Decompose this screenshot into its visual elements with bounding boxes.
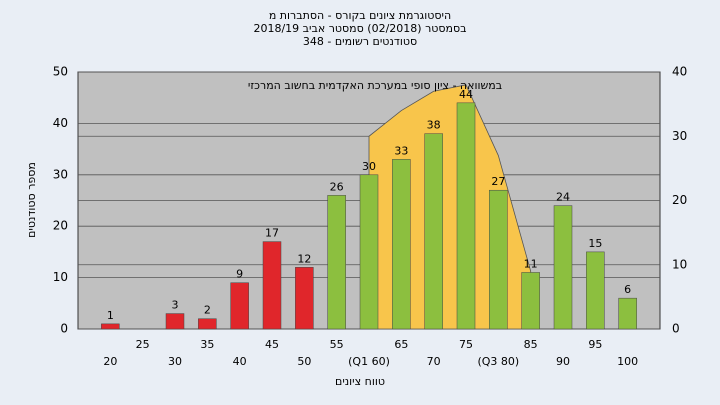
y-tick-label: 30 bbox=[53, 167, 68, 181]
x-tick-label: 25 bbox=[136, 338, 150, 351]
data-label: 1 bbox=[107, 309, 114, 322]
data-label: 17 bbox=[265, 227, 279, 240]
bar bbox=[618, 297, 637, 330]
y-tick-label: 10 bbox=[53, 270, 68, 284]
data-label: 12 bbox=[297, 252, 311, 265]
data-label: 27 bbox=[491, 175, 505, 188]
bar bbox=[327, 195, 346, 330]
x-tick-label: 85 bbox=[524, 338, 538, 351]
data-label: 15 bbox=[588, 237, 602, 250]
data-label: 38 bbox=[427, 119, 441, 132]
bar bbox=[456, 102, 476, 330]
chart-title: סטודנטים רשומים - 348 bbox=[303, 35, 417, 48]
annotation: במשוואה - ציון סופי במערכת האקדמית בחשוב… bbox=[248, 79, 502, 92]
x-tick-label: (Q3 80) bbox=[477, 355, 519, 368]
y-tick-label: 20 bbox=[53, 219, 68, 233]
data-label: 44 bbox=[459, 88, 473, 101]
x-tick-label: 55 bbox=[330, 338, 344, 351]
x-tick-label: 35 bbox=[200, 338, 214, 351]
x-tick-label: 20 bbox=[103, 355, 117, 368]
bar bbox=[262, 241, 282, 330]
x-tick-label: 90 bbox=[556, 355, 570, 368]
bar bbox=[489, 189, 508, 330]
y-tick-label: 0 bbox=[60, 322, 68, 336]
data-label: 6 bbox=[624, 283, 631, 296]
x-tick-label: 40 bbox=[233, 355, 247, 368]
bar bbox=[424, 133, 443, 330]
x-tick-label: 75 bbox=[459, 338, 473, 351]
data-label: 3 bbox=[172, 299, 179, 312]
bar bbox=[230, 282, 249, 330]
data-label: 30 bbox=[362, 160, 376, 173]
bar bbox=[586, 251, 605, 330]
chart-title: בסמסטר (02/2018) סמסטר אביב 2018/19 bbox=[253, 22, 466, 35]
y-tick-label: 50 bbox=[53, 65, 68, 79]
x-tick-label: 50 bbox=[297, 355, 311, 368]
x-tick-label: 45 bbox=[265, 338, 279, 351]
x-tick-label: 100 bbox=[617, 355, 638, 368]
y2-tick-label: 10 bbox=[672, 257, 687, 271]
bar bbox=[198, 318, 217, 330]
bar bbox=[101, 323, 120, 330]
data-label: 9 bbox=[236, 268, 243, 281]
bar bbox=[553, 205, 573, 330]
y2-tick-label: 0 bbox=[672, 322, 680, 336]
bar bbox=[295, 267, 314, 330]
y-axis-label: מספר סטודנטים bbox=[25, 162, 38, 238]
data-label: 11 bbox=[524, 257, 538, 270]
x-axis-label: טווח ציונים bbox=[335, 375, 385, 388]
data-label: 33 bbox=[394, 144, 408, 157]
chart-title: היסטוגרמת ציונים בקורס - הסתברות מ bbox=[269, 9, 451, 22]
x-tick-label: 95 bbox=[588, 338, 602, 351]
data-label: 2 bbox=[204, 304, 211, 317]
y-tick-label: 40 bbox=[53, 116, 68, 130]
y2-tick-label: 20 bbox=[672, 193, 687, 207]
y2-tick-label: 30 bbox=[672, 129, 687, 143]
bar bbox=[392, 159, 411, 330]
x-tick-label: 70 bbox=[427, 355, 441, 368]
bar bbox=[521, 272, 540, 330]
y2-tick-label: 40 bbox=[672, 65, 687, 79]
x-tick-label: 30 bbox=[168, 355, 182, 368]
x-tick-label: 65 bbox=[394, 338, 408, 351]
data-label: 24 bbox=[556, 191, 570, 204]
bar bbox=[359, 174, 379, 330]
x-tick-label: (Q1 60) bbox=[348, 355, 390, 368]
bar bbox=[165, 313, 185, 330]
data-label: 26 bbox=[330, 180, 344, 193]
